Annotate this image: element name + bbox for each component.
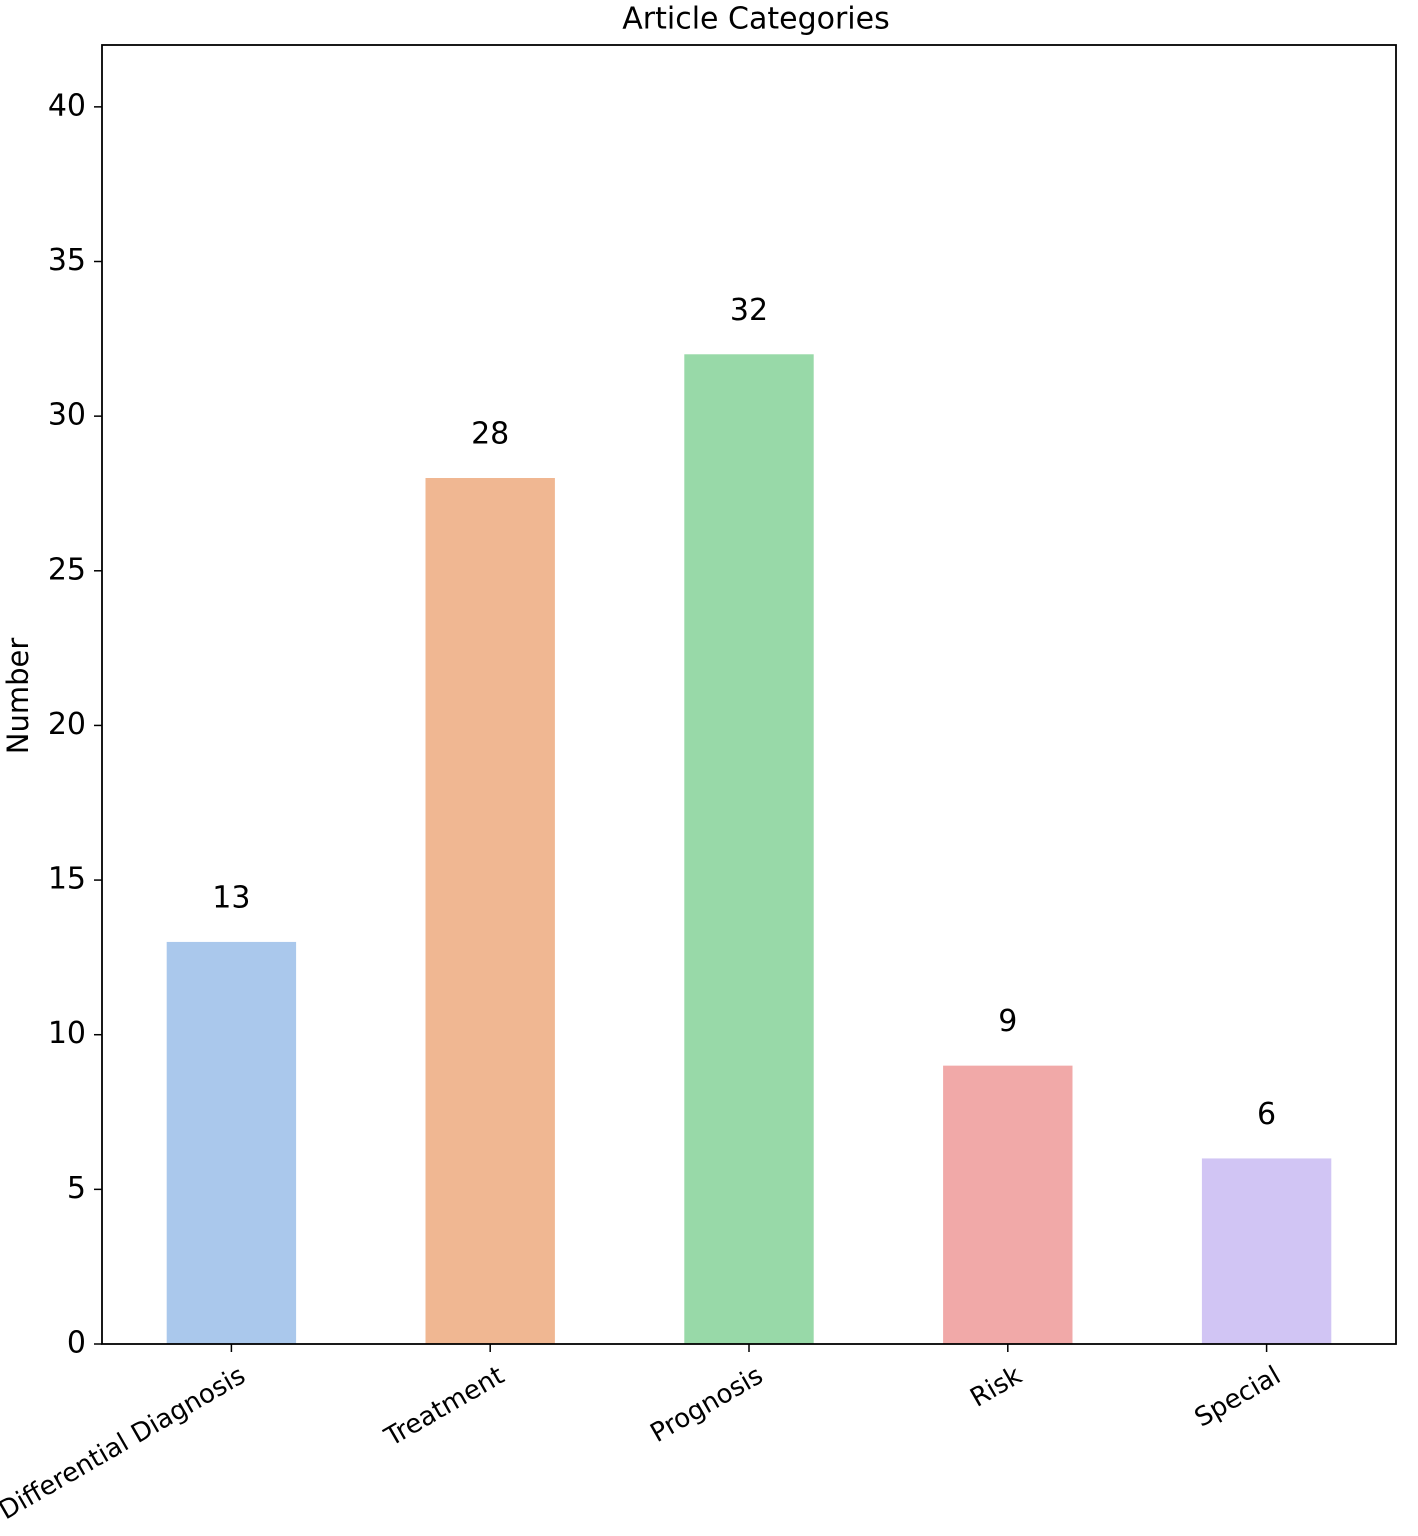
y-tick-label: 0 bbox=[67, 1326, 86, 1361]
chart-title: Article Categories bbox=[622, 2, 889, 37]
value-label: 6 bbox=[1257, 1097, 1276, 1132]
bar bbox=[684, 354, 814, 1344]
plot-frame bbox=[101, 44, 1397, 1345]
x-tick-label: Prognosis bbox=[645, 1361, 768, 1449]
value-label: 9 bbox=[998, 1004, 1017, 1039]
value-label: 28 bbox=[471, 417, 509, 452]
y-tick-label: 5 bbox=[67, 1171, 86, 1206]
x-tick-label: Risk bbox=[965, 1361, 1027, 1414]
bar bbox=[425, 478, 555, 1344]
bar bbox=[1201, 1158, 1332, 1344]
y-tick-label: 15 bbox=[48, 862, 86, 897]
y-tick-label: 20 bbox=[48, 707, 86, 742]
y-tick-label: 35 bbox=[48, 243, 86, 278]
value-label: 13 bbox=[212, 880, 250, 915]
y-tick-label: 40 bbox=[48, 88, 86, 123]
bar bbox=[943, 1065, 1073, 1344]
y-tick-label: 10 bbox=[48, 1016, 86, 1051]
y-tick-label: 30 bbox=[48, 398, 86, 433]
x-tick-label: Differential Diagnosis bbox=[0, 1361, 251, 1526]
y-tick-label: 25 bbox=[48, 552, 86, 587]
y-axis-label: Number bbox=[1, 638, 35, 755]
value-label: 32 bbox=[730, 293, 768, 328]
bar bbox=[166, 941, 297, 1344]
x-tick-label: Treatment bbox=[379, 1361, 509, 1454]
x-tick-label: Special bbox=[1190, 1361, 1286, 1434]
